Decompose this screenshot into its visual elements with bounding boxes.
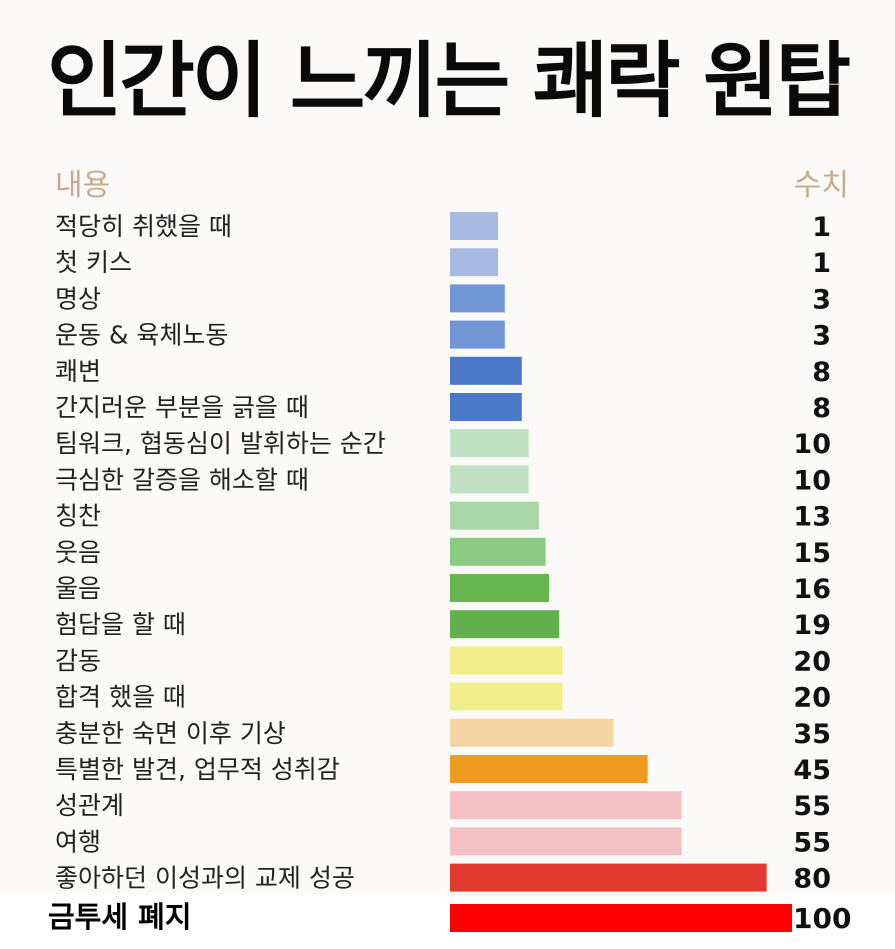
bar — [450, 718, 614, 747]
value-label: 15 — [793, 538, 831, 569]
chart-panel — [0, 0, 895, 895]
category-label: 울음 — [55, 574, 101, 603]
category-label: 좋아하던 이성과의 교제 성공 — [55, 864, 355, 893]
category-label: 웃음 — [55, 538, 101, 567]
value-label: 20 — [793, 683, 831, 714]
bar — [450, 904, 792, 932]
column-header-value: 수치 — [793, 168, 849, 203]
bar — [450, 791, 682, 820]
category-label: 성관계 — [55, 791, 124, 820]
bar — [450, 248, 498, 277]
category-label: 여행 — [55, 827, 101, 856]
category-label: 충분한 숙면 이후 기상 — [55, 719, 286, 748]
value-label: 8 — [812, 393, 831, 424]
bar — [450, 393, 522, 421]
category-label: 험담을 할 때 — [55, 610, 186, 639]
value-label: 10 — [793, 429, 831, 460]
value-label: 13 — [793, 502, 831, 533]
category-label: 간지러운 부분을 긁을 때 — [55, 393, 309, 422]
category-label: 팀워크, 협동심이 발휘하는 순간 — [55, 429, 386, 458]
bar — [450, 537, 546, 566]
category-label: 특별한 발견, 업무적 성취감 — [55, 755, 340, 784]
category-label: 금투세 폐지 — [48, 900, 192, 934]
value-label: 80 — [793, 864, 831, 895]
category-label: 극심한 갈증을 해소할 때 — [55, 465, 309, 494]
bar — [450, 574, 549, 602]
bar — [450, 284, 505, 313]
bar — [450, 682, 563, 711]
bar — [450, 501, 539, 530]
value-label: 55 — [793, 791, 831, 822]
category-label: 첫 키스 — [55, 248, 132, 277]
value-label: 16 — [793, 574, 831, 605]
category-label: 운동 & 육체노동 — [55, 321, 228, 350]
bar — [450, 320, 505, 349]
chart-title: 인간이 느끼는 쾌락 원탑 — [46, 34, 851, 129]
category-label: 명상 — [55, 284, 101, 313]
value-label: 55 — [793, 827, 831, 858]
bar — [450, 755, 648, 783]
value-label: 45 — [793, 755, 831, 786]
value-label: 19 — [793, 610, 831, 641]
value-label: 100 — [793, 902, 851, 935]
category-label: 감동 — [55, 646, 101, 675]
category-label: 칭찬 — [55, 502, 101, 531]
value-label: 10 — [793, 465, 831, 496]
bar — [450, 863, 767, 892]
value-label: 20 — [793, 646, 831, 677]
category-label: 쾌변 — [55, 357, 101, 386]
category-label: 적당히 취했을 때 — [55, 212, 232, 241]
bar — [450, 212, 498, 240]
bar — [450, 429, 529, 458]
category-label: 합격 했을 때 — [55, 683, 186, 712]
value-label: 3 — [812, 284, 831, 315]
value-label: 1 — [812, 248, 831, 279]
bar — [450, 827, 682, 856]
value-label: 8 — [812, 357, 831, 388]
value-label: 1 — [812, 212, 831, 243]
value-label: 35 — [793, 719, 831, 750]
value-label: 3 — [812, 321, 831, 352]
bar — [450, 610, 560, 639]
bar — [450, 356, 522, 385]
bar — [450, 646, 563, 675]
column-header-content: 내용 — [55, 168, 111, 203]
bar — [450, 465, 529, 494]
